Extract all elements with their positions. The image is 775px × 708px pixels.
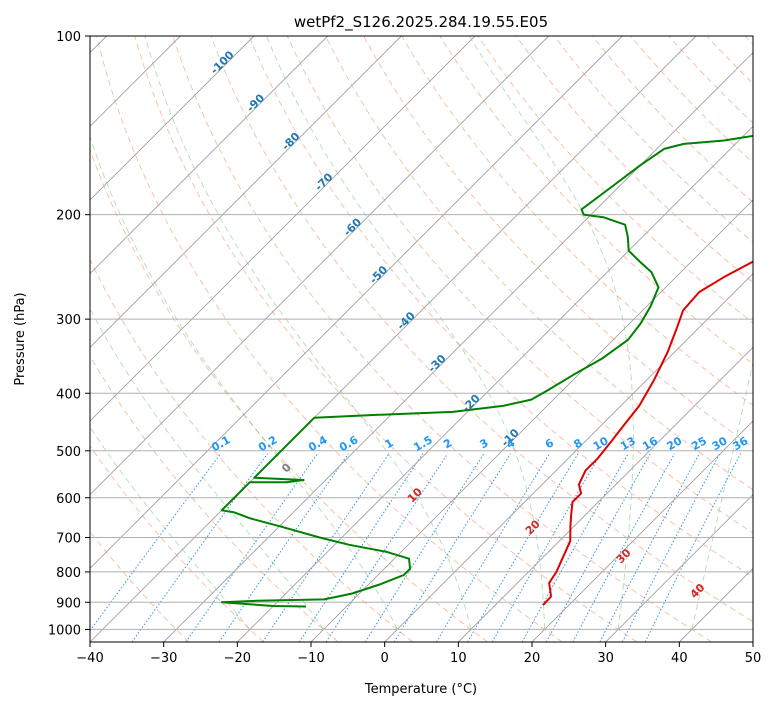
plot-frame bbox=[89, 35, 754, 643]
isotherm-line bbox=[752, 641, 753, 642]
chart-title: wetPf2_S126.2025.284.19.55.E05 bbox=[294, 13, 548, 32]
plot-area bbox=[90, 36, 753, 642]
y-tick-label: 200 bbox=[56, 209, 81, 224]
mixing-ratio-line bbox=[491, 453, 602, 642]
mixing-ratio-line bbox=[90, 453, 222, 632]
x-tick-label: −20 bbox=[224, 651, 251, 666]
dry-adiabat-line bbox=[401, 36, 753, 406]
y-tick-label: 300 bbox=[56, 313, 81, 328]
y-tick-label: 400 bbox=[56, 387, 81, 402]
mixing-ratio-line bbox=[435, 453, 550, 642]
x-tick-label: −30 bbox=[150, 651, 177, 666]
y-tick-label: 700 bbox=[56, 532, 81, 547]
mixing-ratio-line bbox=[621, 453, 721, 642]
x-axis-label: Temperature (°C) bbox=[364, 682, 477, 697]
x-tick-label: −40 bbox=[76, 651, 103, 666]
mixing-ratio-line bbox=[218, 453, 349, 642]
isotherm-line bbox=[90, 36, 255, 201]
y-tick-label: 900 bbox=[56, 596, 81, 611]
isotherm-line bbox=[531, 420, 753, 642]
x-tick-label: 10 bbox=[450, 651, 467, 666]
y-axis-ticks: 100 200 300 400 500 600 700 800 900 1000 bbox=[48, 30, 90, 638]
isotherm-line bbox=[90, 36, 328, 275]
grid-lines bbox=[90, 36, 753, 642]
dry-adiabat-line bbox=[248, 36, 753, 578]
moist-adiabat-line bbox=[691, 360, 753, 630]
x-tick-label: −10 bbox=[297, 651, 324, 666]
isotherm-line bbox=[384, 273, 753, 642]
dry-adiabat-line bbox=[134, 36, 638, 642]
isotherm-line bbox=[310, 199, 753, 642]
x-tick-label: 50 bbox=[745, 651, 762, 666]
y-tick-label: 1000 bbox=[48, 623, 81, 638]
moist-adiabat-line bbox=[90, 307, 324, 630]
isotherm-line bbox=[458, 346, 753, 642]
x-tick-label: 30 bbox=[597, 651, 614, 666]
dry-adiabat-line bbox=[477, 36, 753, 324]
mixing-ratio-line bbox=[644, 453, 742, 642]
moist-adiabat-line bbox=[144, 36, 472, 630]
mixing-ratio-line bbox=[131, 453, 268, 642]
y-tick-label: 100 bbox=[56, 30, 81, 45]
dry-adiabat-line bbox=[553, 36, 753, 243]
dry-adiabat-line bbox=[592, 36, 753, 203]
isotherm-line bbox=[90, 36, 697, 642]
x-tick-label: 40 bbox=[671, 651, 688, 666]
x-tick-label: 20 bbox=[524, 651, 541, 666]
isotherm-line bbox=[90, 36, 623, 569]
dry-adiabat-line bbox=[630, 36, 753, 164]
moist-adiabat-line bbox=[90, 426, 251, 630]
dry-adiabat-line bbox=[90, 258, 414, 642]
moist-adiabat-line bbox=[90, 135, 398, 630]
x-tick-label: 0 bbox=[381, 651, 389, 666]
temperature-line bbox=[542, 260, 753, 606]
mixing-ratio-line bbox=[325, 453, 449, 642]
dry-adiabat-line bbox=[286, 36, 753, 534]
mixing-ratio-line bbox=[521, 453, 629, 642]
isotherm-line bbox=[163, 52, 753, 642]
dry-adiabat-line bbox=[90, 148, 488, 642]
mixing-ratio-line bbox=[262, 453, 390, 642]
isotherm-line bbox=[90, 36, 402, 348]
mixing-ratio-line bbox=[572, 453, 676, 642]
dewpoint-line bbox=[220, 134, 753, 608]
y-tick-label: 500 bbox=[56, 445, 81, 460]
mixing-ratio-line bbox=[599, 453, 700, 642]
dry-adiabat-line bbox=[90, 445, 264, 642]
isotherm-line bbox=[605, 494, 753, 642]
dry-adiabat-line bbox=[172, 36, 712, 642]
isotherm-line bbox=[90, 36, 549, 496]
y-tick-label: 800 bbox=[56, 566, 81, 581]
profile-series bbox=[220, 134, 753, 608]
dry-adiabat-line bbox=[363, 36, 753, 448]
isotherm-line bbox=[90, 36, 476, 422]
y-axis-label: Pressure (hPa) bbox=[13, 292, 28, 385]
y-tick-label: 600 bbox=[56, 492, 81, 507]
x-axis-ticks: −40 −30 −20 −10 0 10 20 30 40 50 bbox=[76, 642, 761, 666]
dry-adiabat-line bbox=[96, 36, 563, 642]
mixing-ratio-line bbox=[467, 453, 579, 642]
moist-adiabat-line bbox=[266, 36, 546, 630]
dry-adiabat-line bbox=[439, 36, 753, 365]
moist-adiabat-line bbox=[468, 36, 634, 630]
